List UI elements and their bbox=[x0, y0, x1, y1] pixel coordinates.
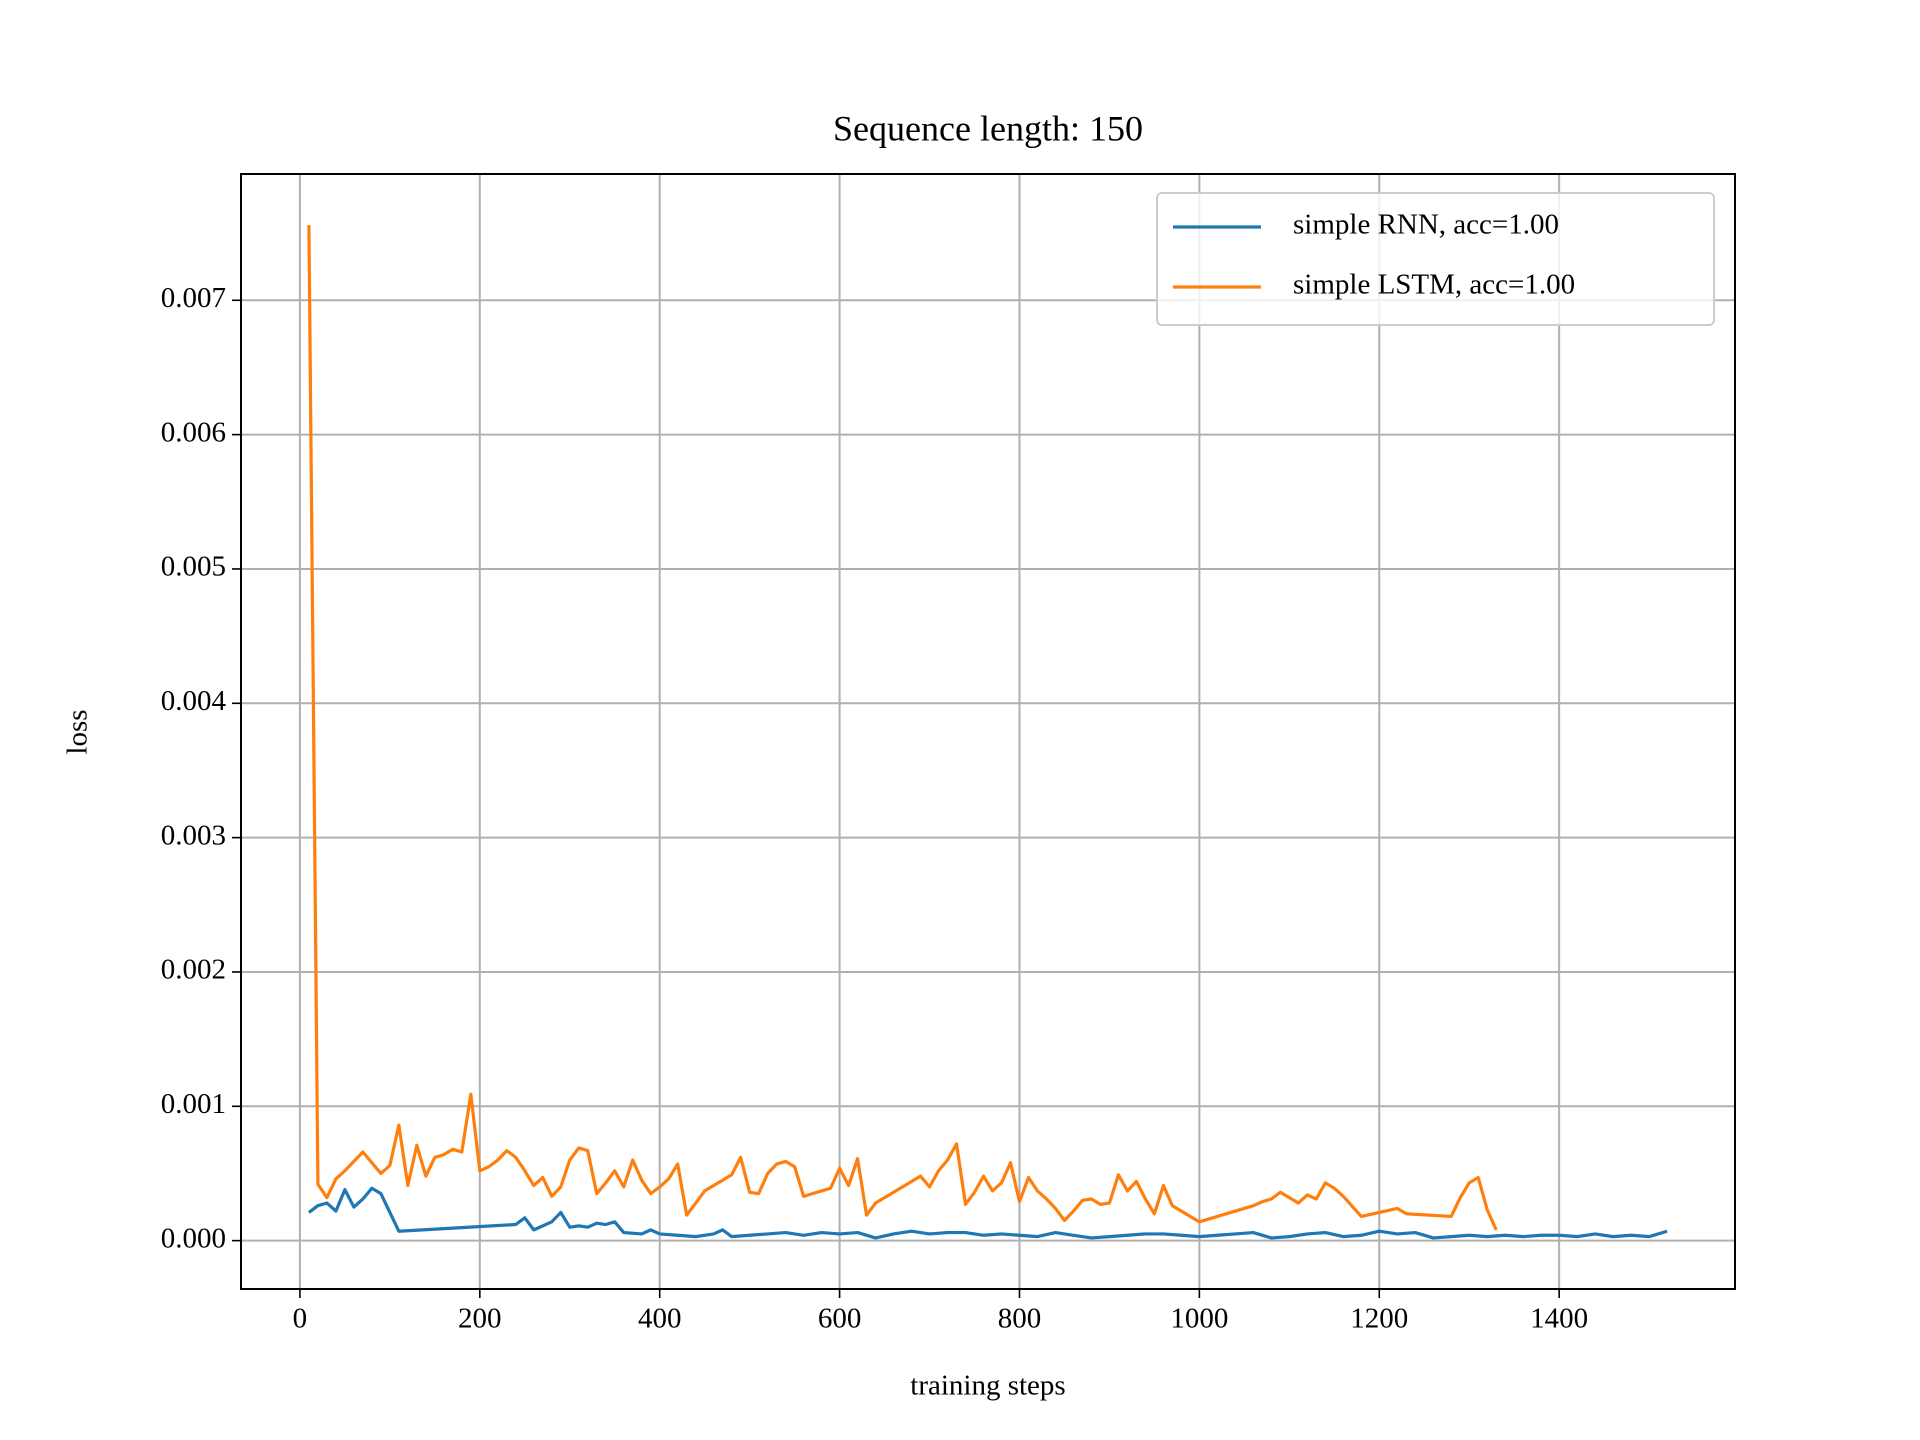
legend: simple RNN, acc=1.00 simple LSTM, acc=1.0… bbox=[1156, 192, 1715, 326]
x-tick-label: 400 bbox=[638, 1303, 682, 1335]
legend-box bbox=[1156, 192, 1715, 326]
y-axis-label: loss bbox=[62, 709, 94, 754]
y-tick-label: 0.003 bbox=[161, 819, 226, 851]
chart-title: Sequence length: 150 bbox=[833, 108, 1143, 148]
x-tick-label: 1000 bbox=[1170, 1303, 1228, 1335]
y-tick-label: 0.007 bbox=[161, 282, 226, 314]
x-axis-label: training steps bbox=[910, 1370, 1065, 1402]
legend-label: simple LSTM, acc=1.00 bbox=[1293, 269, 1575, 301]
y-tick-label: 0.004 bbox=[161, 685, 227, 717]
y-tick-label: 0.005 bbox=[161, 551, 226, 583]
x-tick-label: 0 bbox=[293, 1303, 308, 1335]
x-tick-label: 1200 bbox=[1350, 1303, 1408, 1335]
series-line bbox=[307, 225, 1498, 1231]
legend-label: simple RNN, acc=1.00 bbox=[1293, 209, 1559, 241]
y-tick-label: 0.002 bbox=[161, 954, 226, 986]
y-tick-label: 0.000 bbox=[161, 1222, 226, 1254]
y-tick-label: 0.001 bbox=[161, 1088, 226, 1120]
y-tick-label: 0.006 bbox=[161, 416, 226, 448]
x-tick-label: 200 bbox=[458, 1303, 502, 1335]
x-tick-label: 600 bbox=[818, 1303, 862, 1335]
x-tick-label: 800 bbox=[998, 1303, 1042, 1335]
plot-frame bbox=[240, 173, 1736, 1290]
series-line bbox=[307, 1186, 1668, 1240]
x-tick-label: 1400 bbox=[1530, 1303, 1588, 1335]
